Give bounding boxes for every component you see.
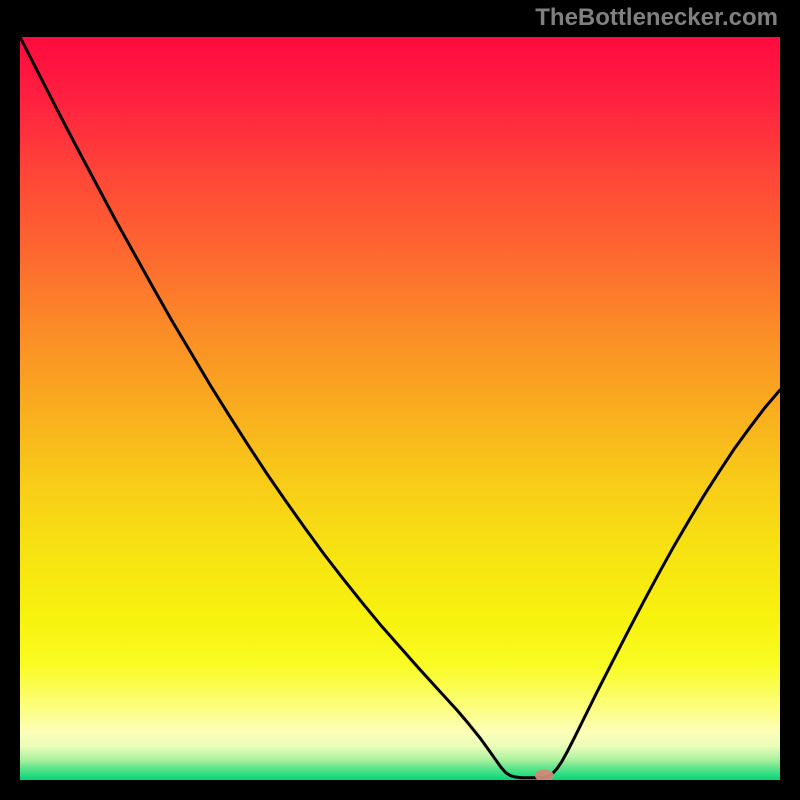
watermark-text: TheBottlenecker.com (535, 4, 778, 32)
bottleneck-chart (20, 37, 780, 780)
chart-background (20, 37, 780, 780)
